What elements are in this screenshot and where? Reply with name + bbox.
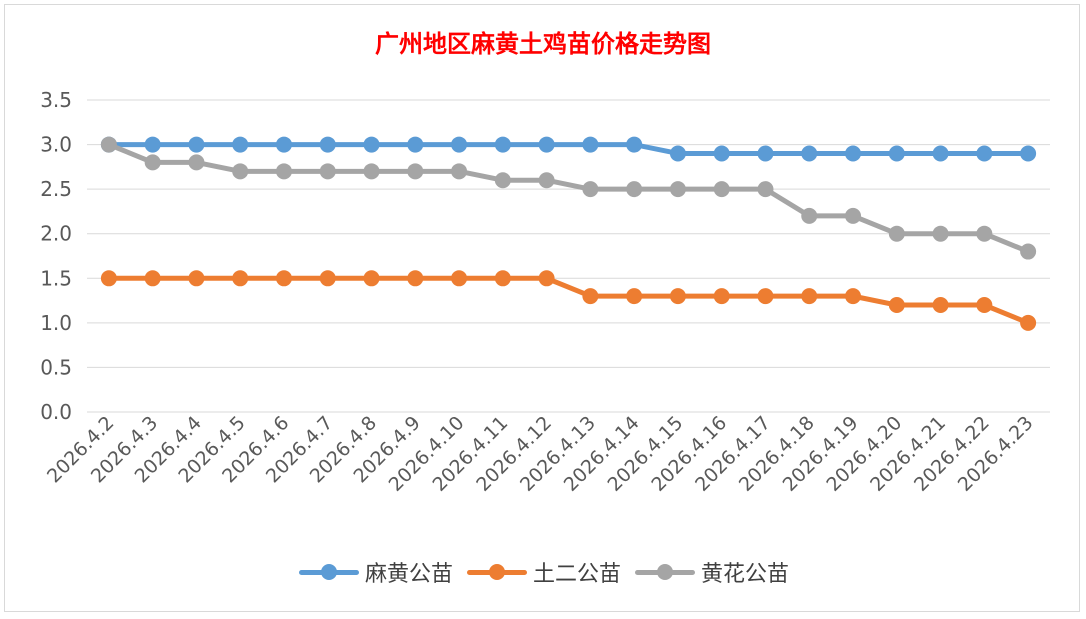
legend-item: 黄花公苗 <box>633 556 789 588</box>
data-point <box>100 270 117 287</box>
data-point <box>801 288 818 305</box>
y-tick-label: 1.5 <box>40 266 72 290</box>
data-point <box>845 207 862 224</box>
data-point <box>363 136 380 153</box>
data-point <box>801 207 818 224</box>
y-tick-label: 3.0 <box>40 133 72 157</box>
data-point <box>538 270 555 287</box>
data-point <box>188 154 205 171</box>
legend-swatch <box>297 564 361 580</box>
data-point <box>275 163 292 180</box>
data-point <box>932 297 949 314</box>
data-point <box>888 145 905 162</box>
legend-label: 黄花公苗 <box>701 562 790 587</box>
data-point <box>538 136 555 153</box>
legend: 麻黄公苗 土二公苗 黄花公苗 <box>0 556 1086 588</box>
data-point <box>669 145 686 162</box>
data-point <box>976 145 993 162</box>
series-line-3 <box>106 142 1031 255</box>
data-point <box>407 136 424 153</box>
data-point <box>144 154 161 171</box>
legend-label: 麻黄公苗 <box>364 562 453 587</box>
legend-swatch <box>465 564 529 580</box>
data-point <box>319 270 336 287</box>
data-point <box>582 136 599 153</box>
data-point <box>538 172 555 189</box>
data-point <box>932 225 949 242</box>
data-point <box>1020 243 1037 260</box>
legend-item: 麻黄公苗 <box>297 556 453 588</box>
data-point <box>275 136 292 153</box>
data-point <box>363 163 380 180</box>
y-tick-label: 2.5 <box>40 177 72 201</box>
data-point <box>144 136 161 153</box>
data-point <box>582 181 599 198</box>
data-point <box>275 270 292 287</box>
data-point <box>757 181 774 198</box>
data-point <box>363 270 380 287</box>
data-point <box>1020 145 1037 162</box>
data-point <box>188 136 205 153</box>
y-tick-label: 0.0 <box>40 400 72 424</box>
data-point <box>494 136 511 153</box>
data-point <box>232 163 249 180</box>
data-point <box>976 297 993 314</box>
series-line-2 <box>106 275 1031 326</box>
data-point <box>669 288 686 305</box>
data-point <box>713 145 730 162</box>
data-point <box>319 163 336 180</box>
data-point <box>888 225 905 242</box>
data-point <box>494 270 511 287</box>
data-point <box>451 163 468 180</box>
legend-item: 土二公苗 <box>465 556 621 588</box>
data-point <box>494 172 511 189</box>
data-point <box>757 288 774 305</box>
data-point <box>626 181 643 198</box>
data-point <box>801 145 818 162</box>
y-tick-label: 3.5 <box>40 88 72 112</box>
data-point <box>232 270 249 287</box>
series-line-1 <box>106 142 1031 156</box>
data-point <box>100 136 117 153</box>
legend-label: 土二公苗 <box>532 562 621 587</box>
data-point <box>232 136 249 153</box>
y-tick-label: 0.5 <box>40 355 72 379</box>
chart-border <box>4 4 1080 612</box>
data-point <box>976 225 993 242</box>
data-point <box>144 270 161 287</box>
data-point <box>407 163 424 180</box>
data-point <box>188 270 205 287</box>
data-point <box>845 288 862 305</box>
legend-swatch <box>633 564 697 580</box>
data-point <box>1020 314 1037 331</box>
data-point <box>932 145 949 162</box>
data-point <box>713 181 730 198</box>
data-point <box>319 136 336 153</box>
data-point <box>407 270 424 287</box>
data-point <box>888 297 905 314</box>
data-point <box>713 288 730 305</box>
data-point <box>451 270 468 287</box>
data-point <box>626 288 643 305</box>
data-point <box>669 181 686 198</box>
data-point <box>451 136 468 153</box>
data-point <box>757 145 774 162</box>
data-point <box>845 145 862 162</box>
y-tick-label: 1.0 <box>40 311 72 335</box>
chart-title: 广州地区麻黄土鸡苗价格走势图 <box>375 29 711 58</box>
data-point <box>626 136 643 153</box>
data-point <box>582 288 599 305</box>
y-tick-label: 2.0 <box>40 222 72 246</box>
